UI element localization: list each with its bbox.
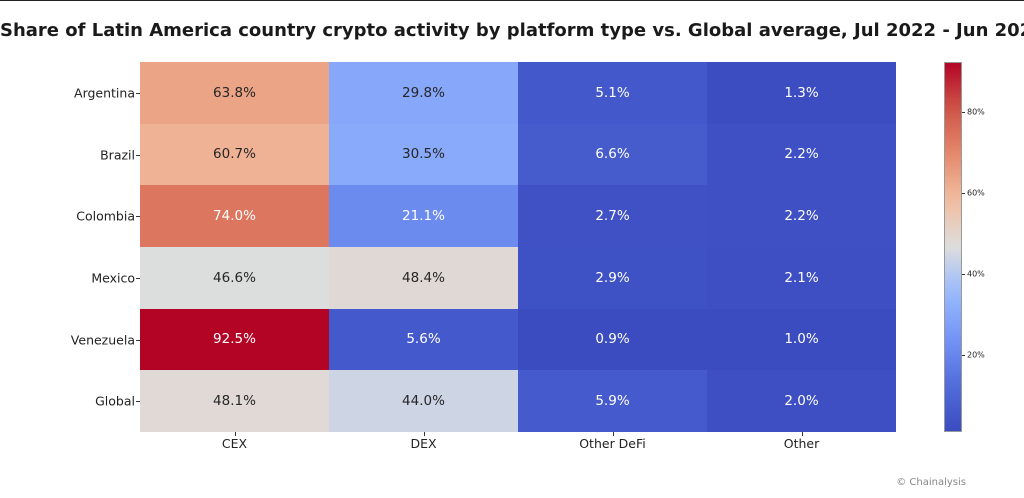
top-border	[0, 0, 1024, 1]
cell-value-label: 2.2%	[784, 146, 819, 163]
colorbar	[944, 62, 962, 432]
source-credit: © Chainalysis	[896, 477, 966, 488]
column-label: Other DeFi	[579, 436, 646, 451]
colorbar-tick-label: 80%	[967, 107, 985, 117]
row-label: Global	[95, 393, 135, 409]
heatmap-cell: 2.7%	[518, 185, 707, 247]
heatmap-cell: 1.0%	[707, 308, 896, 371]
heatmap-cell: 6.6%	[518, 123, 707, 186]
heatmap-cell: 60.7%	[140, 123, 329, 186]
heatmap-cell: 92.5%	[140, 308, 329, 371]
row-tick	[136, 339, 140, 341]
cell-value-label: 21.1%	[402, 208, 445, 225]
cell-value-label: 46.6%	[213, 269, 256, 286]
cell-value-label: 30.5%	[402, 146, 445, 163]
cell-value-label: 48.4%	[402, 269, 445, 286]
colorbar-tick-label: 40%	[967, 269, 985, 279]
column-label: Other	[783, 436, 820, 451]
row-label: Argentina	[74, 85, 135, 101]
column-tick	[234, 432, 236, 436]
cell-value-label: 1.0%	[784, 331, 819, 348]
colorbar-tick-label: 20%	[967, 350, 985, 360]
colorbar-tick	[962, 274, 965, 276]
heatmap-cell: 2.2%	[707, 185, 896, 247]
cell-value-label: 2.9%	[595, 269, 630, 286]
heatmap-cell: 48.4%	[329, 247, 518, 309]
heatmap-cell: 0.9%	[518, 308, 707, 371]
cell-value-label: 48.1%	[213, 393, 256, 410]
heatmap-cell: 63.8%	[140, 62, 329, 124]
row-tick	[136, 277, 140, 279]
heatmap-cell: 46.6%	[140, 247, 329, 309]
column-tick	[801, 432, 803, 436]
row-tick	[136, 92, 140, 94]
cell-value-label: 5.1%	[595, 84, 630, 101]
heatmap-cell: 21.1%	[329, 185, 518, 247]
cell-value-label: 2.1%	[784, 269, 819, 286]
cell-value-label: 63.8%	[213, 84, 256, 101]
cell-value-label: 1.3%	[784, 84, 819, 101]
row-label: Mexico	[91, 270, 135, 286]
column-label: DEX	[410, 436, 437, 451]
heatmap-cell: 1.3%	[707, 62, 896, 124]
colorbar-tick-label: 60%	[967, 188, 985, 198]
heatmap-cell: 48.1%	[140, 370, 329, 432]
cell-value-label: 74.0%	[213, 208, 256, 225]
row-tick	[136, 216, 140, 218]
heatmap-grid: 63.8% 29.8% 5.1% 1.3% 60.7% 30.5% 6.6% 2.2% 74.0…	[140, 62, 896, 432]
chart-title: Share of Latin America country crypto ac…	[0, 20, 1024, 41]
cell-value-label: 2.0%	[784, 393, 819, 410]
cell-value-label: 92.5%	[213, 331, 256, 348]
cell-value-label: 0.9%	[595, 331, 630, 348]
heatmap-cell: 2.9%	[518, 247, 707, 309]
cell-value-label: 29.8%	[402, 84, 445, 101]
heatmap-cell: 2.1%	[707, 247, 896, 309]
row-label: Venezuela	[70, 332, 135, 347]
cell-value-label: 2.2%	[784, 208, 819, 225]
column-tick	[423, 432, 425, 436]
row-label: Colombia	[76, 208, 135, 224]
heatmap-cell: 29.8%	[329, 62, 518, 124]
row-tick	[136, 154, 140, 156]
heatmap-cell: 5.6%	[329, 308, 518, 371]
cell-value-label: 6.6%	[595, 146, 630, 163]
heatmap-cell: 5.1%	[518, 62, 707, 124]
heatmap-cell: 2.0%	[707, 370, 896, 432]
cell-value-label: 2.7%	[595, 208, 630, 225]
row-tick	[136, 401, 140, 403]
cell-value-label: 60.7%	[213, 146, 256, 163]
column-label: CEX	[221, 436, 248, 451]
heatmap-cell: 5.9%	[518, 370, 707, 432]
heatmap-cell: 2.2%	[707, 123, 896, 186]
heatmap-cell: 30.5%	[329, 123, 518, 186]
column-tick	[612, 432, 614, 436]
cell-value-label: 5.6%	[406, 331, 441, 348]
heatmap-cell: 44.0%	[329, 370, 518, 432]
cell-value-label: 44.0%	[402, 393, 445, 410]
row-label: Brazil	[100, 147, 135, 162]
colorbar-tick	[962, 354, 965, 356]
colorbar-tick	[962, 112, 965, 114]
colorbar-tick	[962, 193, 965, 195]
heatmap-cell: 74.0%	[140, 185, 329, 247]
cell-value-label: 5.9%	[595, 393, 630, 410]
